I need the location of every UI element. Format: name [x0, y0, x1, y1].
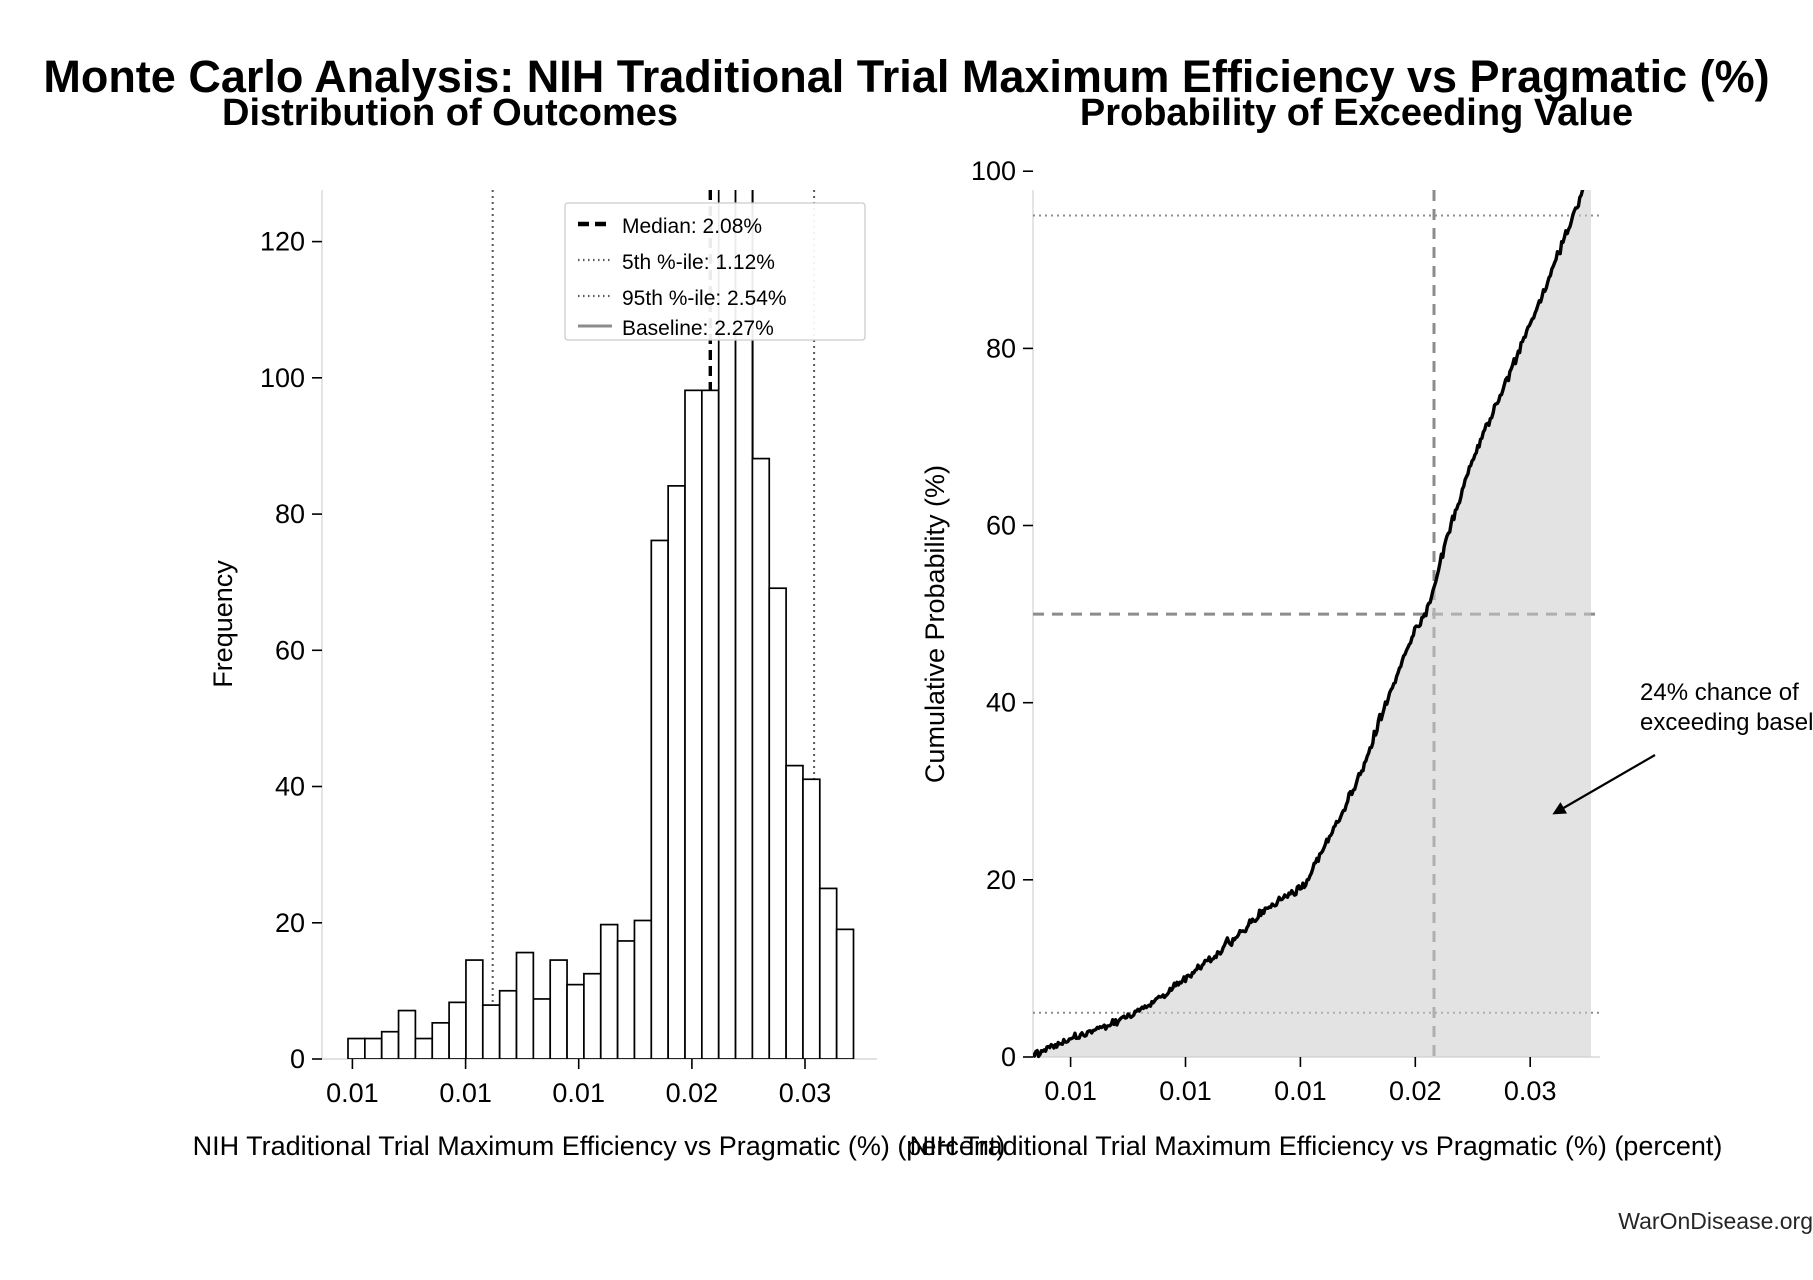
svg-text:95th %-ile: 2.54%: 95th %-ile: 2.54%: [622, 287, 787, 310]
svg-text:0.02: 0.02: [666, 1078, 719, 1108]
svg-text:20: 20: [986, 865, 1016, 895]
svg-text:Baseline: 2.27%: Baseline: 2.27%: [622, 317, 774, 340]
svg-text:0.01: 0.01: [326, 1078, 379, 1108]
svg-text:40: 40: [986, 688, 1016, 718]
svg-text:80: 80: [275, 499, 305, 529]
svg-text:Cumulative Probability (%): Cumulative Probability (%): [920, 465, 950, 783]
svg-text:60: 60: [275, 635, 305, 665]
svg-text:24% chance of: 24% chance of: [1640, 679, 1799, 706]
svg-text:0.01: 0.01: [1274, 1076, 1327, 1106]
svg-text:Frequency: Frequency: [208, 560, 238, 688]
svg-text:NIH Traditional Trial Maximum: NIH Traditional Trial Maximum Efficiency…: [193, 1131, 1006, 1161]
svg-text:5th %-ile: 1.12%: 5th %-ile: 1.12%: [622, 251, 775, 274]
svg-text:40: 40: [275, 772, 305, 802]
svg-text:0: 0: [290, 1044, 305, 1074]
svg-text:0.01: 0.01: [439, 1078, 492, 1108]
svg-text:80: 80: [986, 333, 1016, 363]
svg-text:Median: 2.08%: Median: 2.08%: [622, 215, 762, 238]
svg-text:120: 120: [260, 227, 305, 257]
svg-text:100: 100: [971, 156, 1016, 186]
svg-text:0.01: 0.01: [1044, 1076, 1097, 1106]
svg-text:100: 100: [260, 363, 305, 393]
svg-text:0.01: 0.01: [552, 1078, 605, 1108]
svg-text:0: 0: [1001, 1042, 1016, 1072]
svg-text:0.03: 0.03: [779, 1078, 832, 1108]
svg-text:20: 20: [275, 908, 305, 938]
svg-text:0.03: 0.03: [1504, 1076, 1557, 1106]
svg-text:0.01: 0.01: [1159, 1076, 1212, 1106]
svg-text:0.02: 0.02: [1389, 1076, 1442, 1106]
svg-text:exceeding baseline: exceeding baseline: [1640, 709, 1813, 736]
svg-text:60: 60: [986, 511, 1016, 541]
svg-text:NIH Traditional Trial Maximum: NIH Traditional Trial Maximum Efficiency…: [910, 1131, 1723, 1161]
